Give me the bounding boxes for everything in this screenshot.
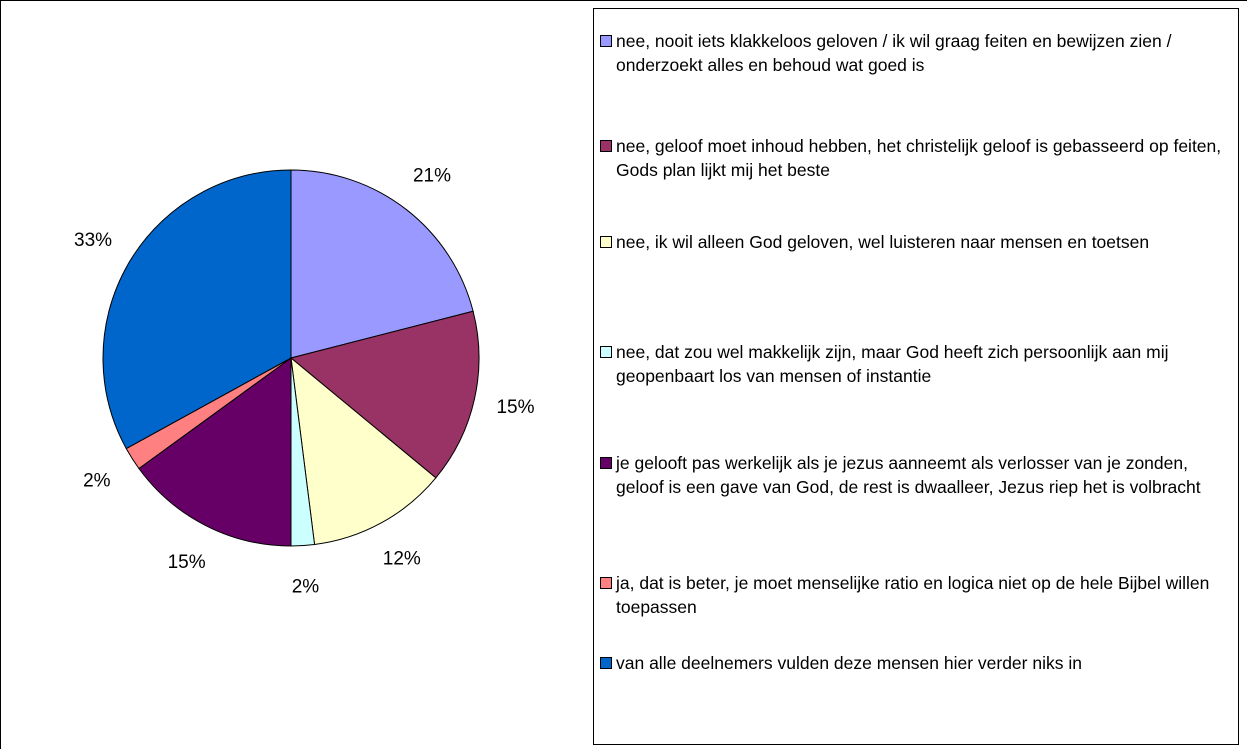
- legend-entry: van alle deelnemers vulden deze mensen h…: [600, 651, 1232, 675]
- pie-slice: [289, 310, 480, 479]
- legend-label: nee, dat zou wel makkelijk zijn, maar Go…: [616, 342, 1169, 386]
- legend-entry: nee, geloof moet inhoud hebben, het chri…: [600, 134, 1232, 182]
- legend-swatch: [600, 140, 612, 152]
- pie-slice: [138, 357, 292, 547]
- legend-swatch: [600, 236, 612, 248]
- data-label: 33%: [74, 230, 112, 251]
- data-label: 2%: [292, 577, 320, 598]
- legend-label: nee, geloof moet inhoud hebben, het chri…: [616, 136, 1222, 180]
- data-label: 15%: [168, 552, 206, 573]
- legend-label: nee, ik wil alleen God geloven, wel luis…: [616, 232, 1150, 252]
- data-label: 21%: [413, 165, 451, 186]
- pie-slice: [102, 169, 292, 450]
- legend-swatch: [600, 657, 612, 669]
- legend-swatch: [600, 346, 612, 358]
- legend-label: nee, nooit iets klakkeloos geloven / ik …: [616, 31, 1172, 75]
- legend-entry: ja, dat is beter, je moet menselijke rat…: [600, 571, 1232, 619]
- legend-swatch: [600, 577, 612, 589]
- data-label: 12%: [383, 549, 421, 570]
- legend-entry: je gelooft pas werkelijk als je jezus aa…: [600, 451, 1232, 499]
- legend-entry: nee, dat zou wel makkelijk zijn, maar Go…: [600, 340, 1232, 388]
- pie-slice: [290, 356, 437, 546]
- legend-label: van alle deelnemers vulden deze mensen h…: [616, 653, 1082, 673]
- legend: nee, nooit iets klakkeloos geloven / ik …: [593, 8, 1239, 745]
- data-label: 15%: [496, 397, 534, 418]
- data-label: 2%: [83, 470, 111, 491]
- legend-label: ja, dat is beter, je moet menselijke rat…: [616, 573, 1210, 617]
- legend-entry: nee, ik wil alleen God geloven, wel luis…: [600, 230, 1232, 254]
- legend-swatch: [600, 457, 612, 469]
- legend-entry: nee, nooit iets klakkeloos geloven / ik …: [600, 29, 1232, 77]
- pie-slice: [290, 169, 474, 359]
- legend-swatch: [600, 35, 612, 47]
- legend-label: je gelooft pas werkelijk als je jezus aa…: [616, 453, 1201, 497]
